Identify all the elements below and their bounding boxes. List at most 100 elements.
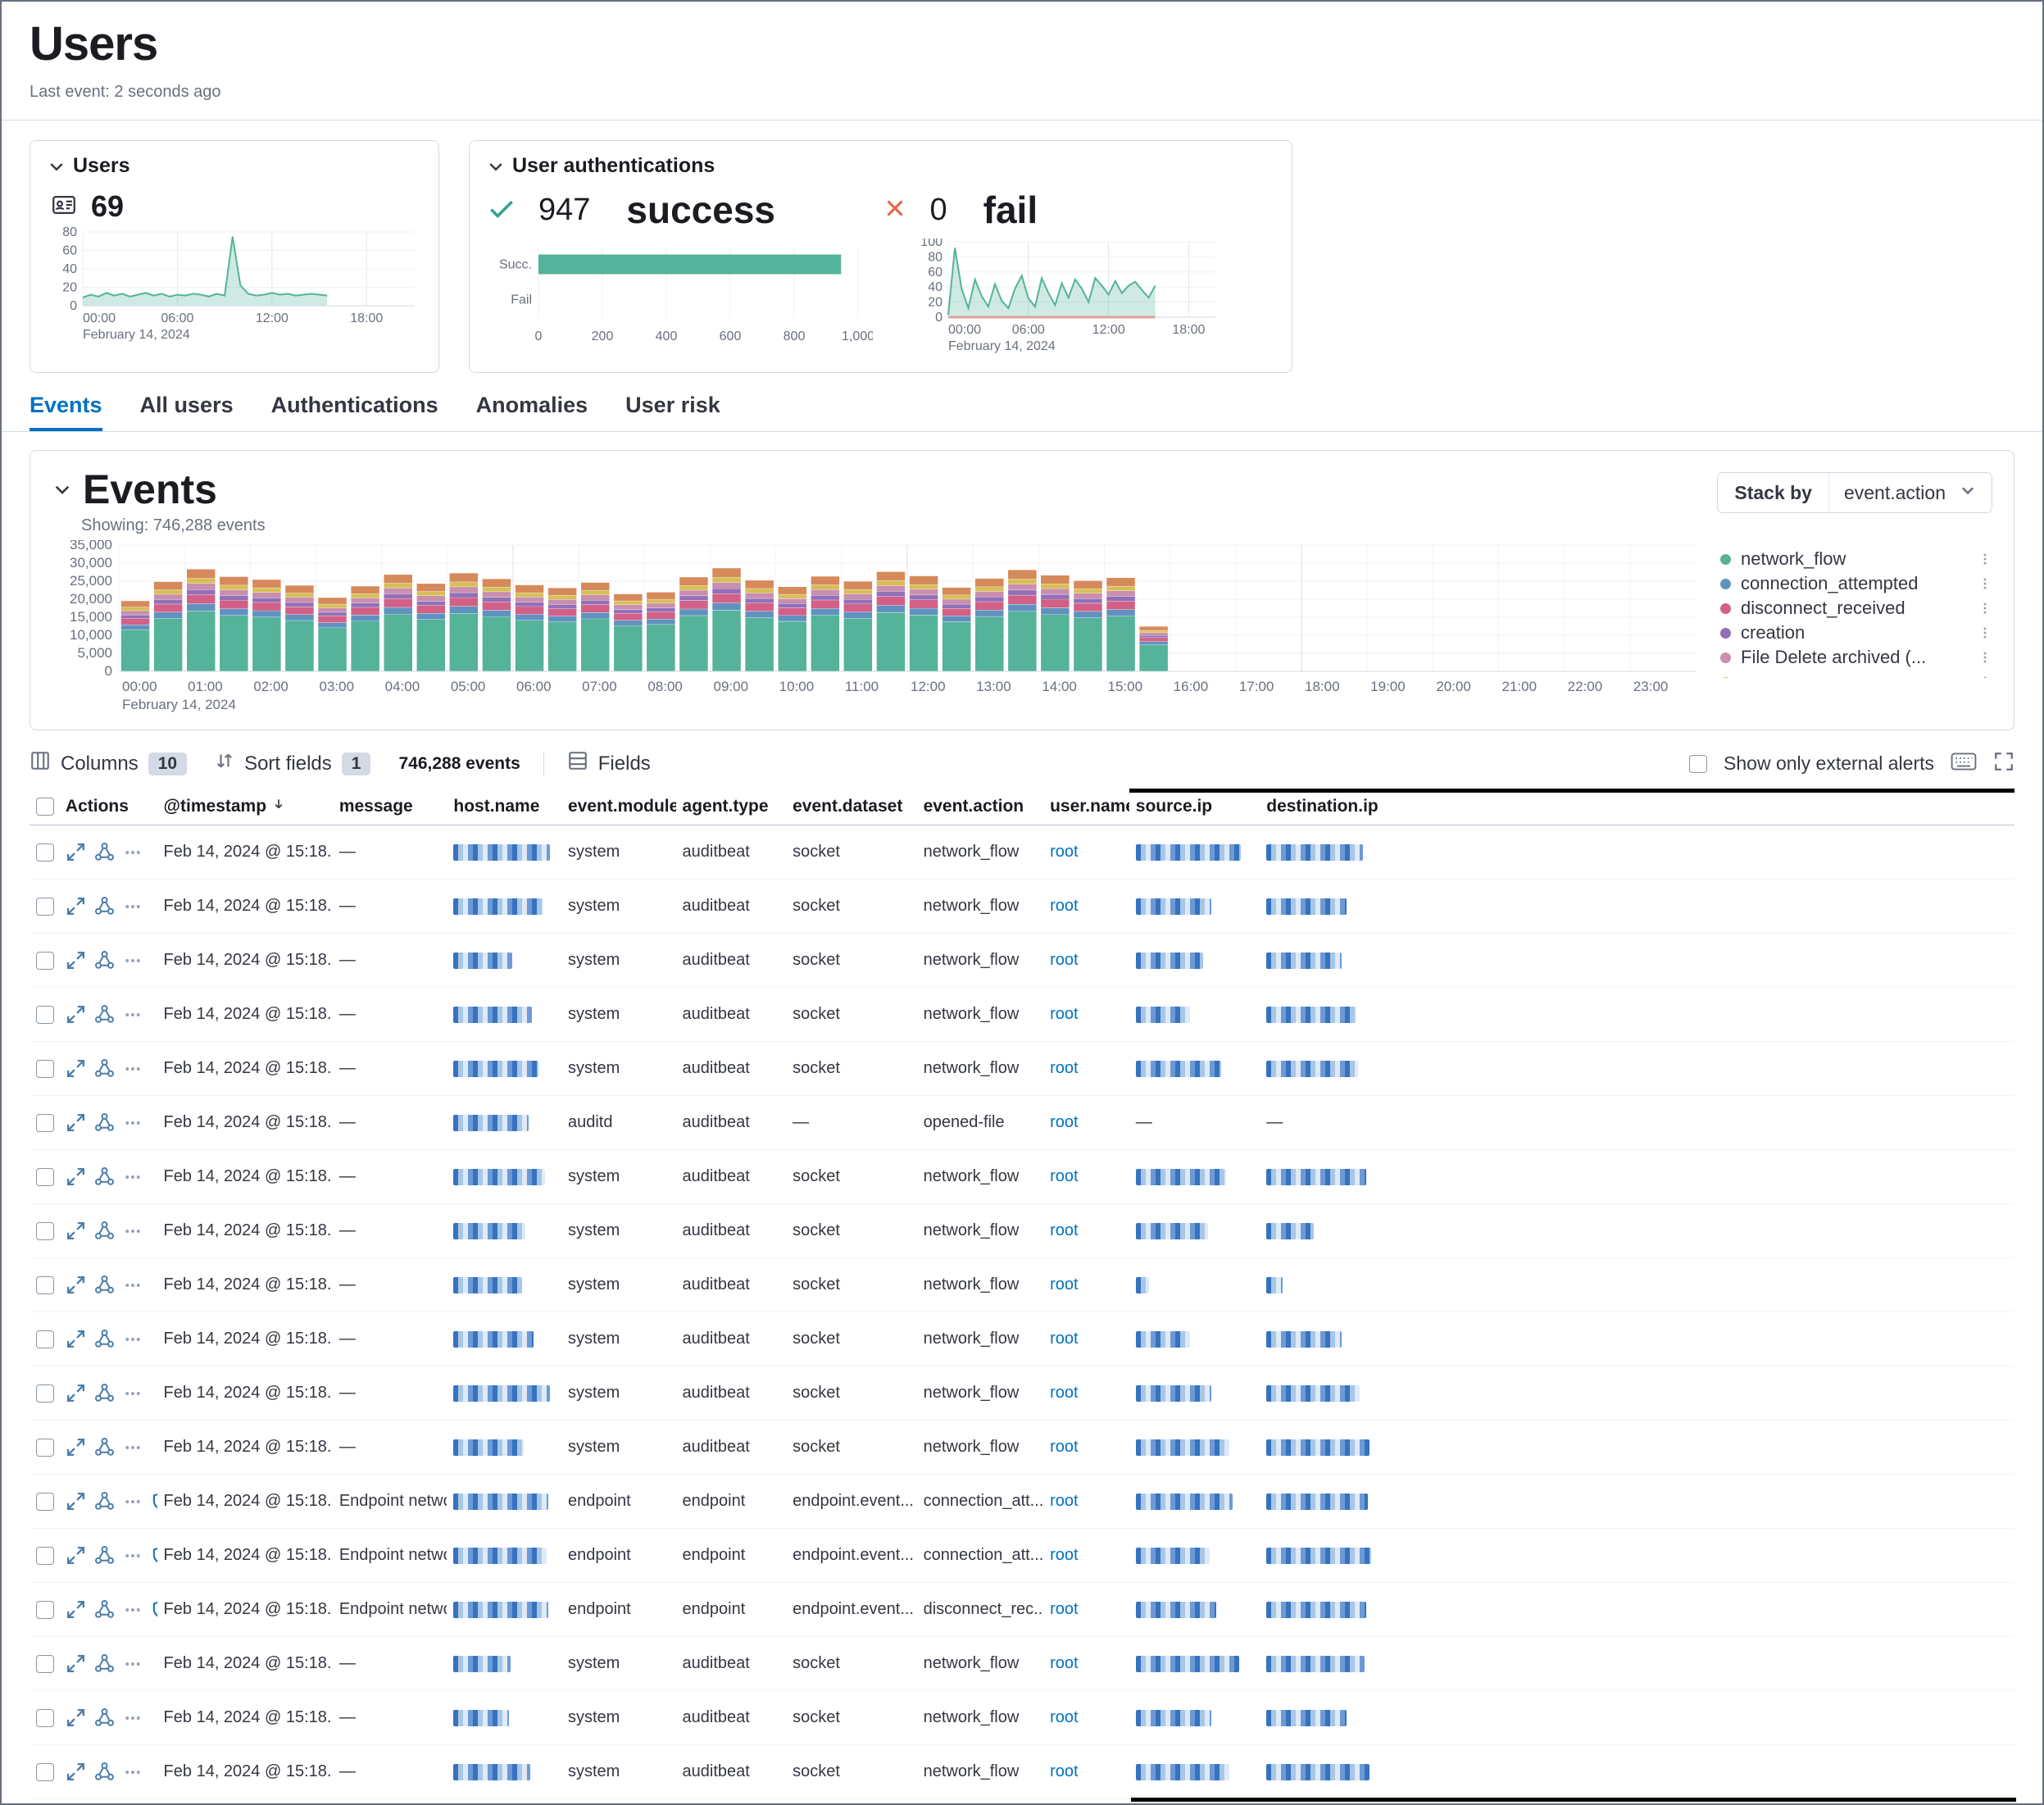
analyze-event-icon[interactable] <box>94 1058 115 1079</box>
more-actions-icon[interactable] <box>123 1492 143 1512</box>
expand-event-icon[interactable] <box>66 1004 86 1025</box>
analyze-event-icon[interactable] <box>94 896 115 916</box>
sort-fields-button[interactable]: Sort fields 1 <box>215 751 371 776</box>
more-actions-icon[interactable] <box>123 951 143 971</box>
expand-event-icon[interactable] <box>66 842 86 862</box>
chevron-down-icon[interactable] <box>47 157 66 176</box>
more-actions-icon[interactable] <box>123 1384 143 1403</box>
column-header-agent-type[interactable]: agent.type <box>682 797 769 816</box>
tab-user-risk[interactable]: User risk <box>625 393 720 417</box>
user-name-link[interactable]: root <box>1050 897 1079 915</box>
tab-events[interactable]: Events <box>30 393 102 431</box>
expand-event-icon[interactable] <box>66 950 86 971</box>
row-checkbox[interactable] <box>36 1492 54 1511</box>
legend-item-menu-icon[interactable] <box>1978 552 1992 566</box>
column-header-event-action[interactable]: event.action <box>923 797 1024 816</box>
tab-all-users[interactable]: All users <box>139 393 234 417</box>
analyze-event-icon[interactable] <box>94 1653 115 1674</box>
tab-anomalies[interactable]: Anomalies <box>475 393 588 417</box>
row-checkbox[interactable] <box>36 1546 54 1565</box>
more-actions-icon[interactable] <box>123 1600 143 1620</box>
column-header-event-dataset[interactable]: event.dataset <box>793 797 903 816</box>
row-checkbox[interactable] <box>36 1113 54 1132</box>
expand-event-icon[interactable] <box>66 1491 86 1512</box>
analyze-event-icon[interactable] <box>94 1112 115 1133</box>
more-actions-icon[interactable] <box>123 1546 143 1566</box>
expand-event-icon[interactable] <box>66 1058 86 1079</box>
row-checkbox[interactable] <box>36 1221 54 1240</box>
row-checkbox[interactable] <box>36 1059 54 1078</box>
analyze-event-icon[interactable] <box>94 1762 115 1782</box>
analyze-event-icon[interactable] <box>94 1383 115 1403</box>
expand-event-icon[interactable] <box>66 1112 86 1133</box>
more-actions-icon[interactable] <box>123 1113 143 1133</box>
legend-item[interactable]: File Delete archived (... <box>1720 645 1992 670</box>
fields-button[interactable]: Fields <box>567 750 651 777</box>
external-alerts-checkbox[interactable] <box>1689 754 1708 773</box>
analyze-event-icon[interactable] <box>94 1004 115 1025</box>
analyze-event-icon[interactable] <box>94 1166 115 1187</box>
analyze-event-icon[interactable] <box>94 1491 115 1512</box>
more-actions-icon[interactable] <box>123 843 143 862</box>
user-name-link[interactable]: root <box>1050 1384 1079 1402</box>
analyze-event-icon[interactable] <box>94 1599 115 1620</box>
row-checkbox[interactable] <box>36 1708 54 1727</box>
expand-event-icon[interactable] <box>66 1275 86 1295</box>
expand-event-icon[interactable] <box>66 1166 86 1187</box>
user-name-link[interactable]: root <box>1050 1708 1079 1726</box>
legend-item-menu-icon[interactable] <box>1978 576 1992 591</box>
expand-event-icon[interactable] <box>66 1599 86 1620</box>
user-name-link[interactable]: root <box>1050 1167 1079 1185</box>
row-checkbox[interactable] <box>36 1438 54 1457</box>
row-checkbox[interactable] <box>36 897 54 916</box>
expand-event-icon[interactable] <box>66 1707 86 1728</box>
legend-item[interactable]: disconnect_received <box>1720 596 1992 621</box>
expand-event-icon[interactable] <box>66 1762 86 1782</box>
legend-item[interactable]: connection_attempted <box>1720 571 1992 596</box>
expand-event-icon[interactable] <box>66 1653 86 1674</box>
analyze-event-icon[interactable] <box>94 842 115 862</box>
stack-by-select[interactable]: event.action <box>1828 473 1992 512</box>
columns-button[interactable]: Columns 10 <box>30 750 188 777</box>
user-name-link[interactable]: root <box>1050 1600 1079 1618</box>
column-header-user-name[interactable]: user.name <box>1050 797 1129 816</box>
expand-event-icon[interactable] <box>66 1383 86 1403</box>
more-actions-icon[interactable] <box>123 1438 143 1457</box>
endpoint-alert-icon[interactable] <box>151 1599 157 1620</box>
fullscreen-icon[interactable] <box>1993 751 2014 777</box>
select-all-checkbox[interactable] <box>36 798 54 816</box>
analyze-event-icon[interactable] <box>94 1707 115 1728</box>
user-name-link[interactable]: root <box>1050 951 1079 969</box>
expand-event-icon[interactable] <box>66 1221 86 1241</box>
user-name-link[interactable]: root <box>1050 1492 1079 1510</box>
row-checkbox[interactable] <box>36 843 54 862</box>
analyze-event-icon[interactable] <box>94 950 115 971</box>
row-checkbox[interactable] <box>36 1654 54 1673</box>
more-actions-icon[interactable] <box>123 1762 143 1782</box>
column-header-destination-ip[interactable]: destination.ip <box>1260 789 2014 825</box>
user-name-link[interactable]: root <box>1050 1330 1079 1348</box>
user-name-link[interactable]: root <box>1050 1654 1079 1672</box>
column-header-message[interactable]: message <box>338 797 413 816</box>
chevron-down-icon[interactable] <box>486 157 506 176</box>
user-name-link[interactable]: root <box>1050 1113 1079 1131</box>
more-actions-icon[interactable] <box>123 1654 143 1674</box>
more-actions-icon[interactable] <box>123 1221 143 1241</box>
keyboard-shortcuts-icon[interactable] <box>1951 751 1977 777</box>
more-actions-icon[interactable] <box>123 897 143 916</box>
chevron-down-icon[interactable] <box>52 479 73 500</box>
column-header-source-ip[interactable]: source.ip <box>1129 789 1260 825</box>
user-name-link[interactable]: root <box>1050 843 1079 861</box>
row-checkbox[interactable] <box>36 951 54 970</box>
row-checkbox[interactable] <box>36 1330 54 1348</box>
analyze-event-icon[interactable] <box>94 1545 115 1566</box>
row-checkbox[interactable] <box>36 1762 54 1781</box>
more-actions-icon[interactable] <box>123 1059 143 1079</box>
expand-event-icon[interactable] <box>66 896 86 916</box>
row-checkbox[interactable] <box>36 1600 54 1619</box>
column-header-Actions[interactable]: Actions <box>65 797 129 816</box>
legend-item[interactable]: creation <box>1720 621 1992 645</box>
more-actions-icon[interactable] <box>123 1275 143 1295</box>
user-name-link[interactable]: root <box>1050 1059 1079 1077</box>
column-header-host-name[interactable]: host.name <box>453 797 540 816</box>
